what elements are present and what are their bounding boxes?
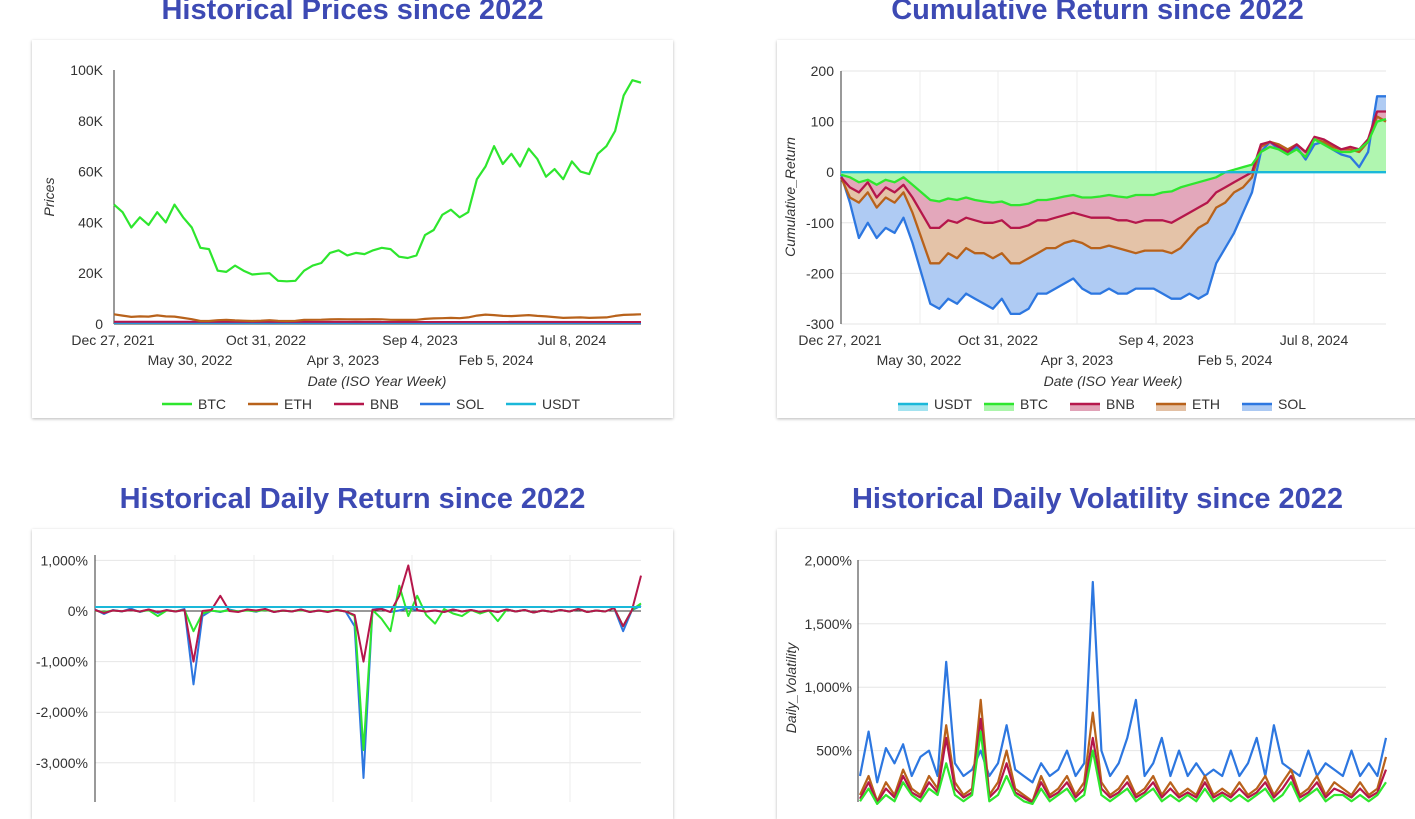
prices-y-axis-title: Prices	[41, 178, 57, 217]
dvol-y-tick-label: 2,000%	[805, 552, 852, 568]
cumret-y-axis-title: Cumulative_Return	[782, 137, 798, 257]
dvol-y-axis-title: Daily_Volatility	[783, 642, 799, 734]
prices-series-eth	[114, 314, 641, 321]
dret-y-tick-label: 1,000%	[41, 552, 88, 568]
prices-x-tick-label: May 30, 2022	[148, 352, 233, 368]
prices-y-tick-label: 20K	[78, 265, 104, 281]
cumret-y-tick-label: 200	[811, 63, 835, 79]
legend-label-sol: SOL	[456, 396, 484, 412]
legend-label-usdt: USDT	[934, 396, 973, 412]
prices-x-tick-label: Sep 4, 2023	[382, 332, 458, 348]
cumret-x-axis-title: Date (ISO Year Week)	[1044, 373, 1183, 389]
cumret-x-tick-label: Dec 27, 2021	[798, 332, 881, 348]
legend-label-btc: BTC	[198, 396, 226, 412]
prices-y-tick-label: 100K	[70, 62, 103, 78]
cumret-y-tick-label: -200	[806, 265, 834, 281]
prices-x-tick-label: Dec 27, 2021	[71, 332, 154, 348]
legend-label-usdt: USDT	[542, 396, 581, 412]
cumret-y-tick-label: 0	[826, 164, 834, 180]
cumret-x-tick-label: May 30, 2022	[877, 352, 962, 368]
dvol-y-tick-label: 500%	[816, 743, 852, 759]
dvol-series-sol	[860, 582, 1386, 782]
cumret-y-tick-label: -100	[806, 215, 834, 231]
prices-y-tick-label: 60K	[78, 164, 104, 180]
cumret-x-tick-label: Jul 8, 2024	[1280, 332, 1349, 348]
cumret-x-tick-label: Sep 4, 2023	[1118, 332, 1194, 348]
legend-label-sol: SOL	[1278, 396, 1306, 412]
cumret-y-tick-label: -300	[806, 316, 834, 332]
legend-label-btc: BTC	[1020, 396, 1048, 412]
legend-label-bnb: BNB	[1106, 396, 1135, 412]
dret-y-tick-label: -3,000%	[36, 755, 88, 771]
prices-x-tick-label: Feb 5, 2024	[459, 352, 534, 368]
dret-series-bnb	[95, 566, 641, 662]
prices-x-axis-title: Date (ISO Year Week)	[308, 373, 447, 389]
prices-x-tick-label: Jul 8, 2024	[538, 332, 607, 348]
prices-y-tick-label: 80K	[78, 113, 104, 129]
dvol-y-tick-label: 1,500%	[805, 616, 852, 632]
charts-canvas: 0 20K 40K 60K 80K 100K Dec 27, 2021 Oct 31, 202…	[0, 0, 1415, 802]
dvol-y-tick-label: 1,000%	[805, 679, 852, 695]
prices-series-btc	[114, 80, 641, 281]
dret-y-tick-label: 0%	[68, 603, 88, 619]
cumret-y-tick-label: 100	[811, 114, 835, 130]
prices-y-tick-label: 40K	[78, 214, 104, 230]
legend-label-eth: ETH	[1192, 396, 1220, 412]
legend-label-bnb: BNB	[370, 396, 399, 412]
legend-label-eth: ETH	[284, 396, 312, 412]
prices-x-tick-label: Oct 31, 2022	[226, 332, 306, 348]
dret-y-tick-label: -1,000%	[36, 654, 88, 670]
cumret-x-tick-label: Oct 31, 2022	[958, 332, 1038, 348]
cumret-x-tick-label: Apr 3, 2023	[1041, 352, 1114, 368]
prices-y-tick-label: 0	[95, 316, 103, 332]
cumret-x-tick-label: Feb 5, 2024	[1198, 352, 1273, 368]
prices-x-tick-label: Apr 3, 2023	[307, 352, 380, 368]
dret-y-tick-label: -2,000%	[36, 704, 88, 720]
